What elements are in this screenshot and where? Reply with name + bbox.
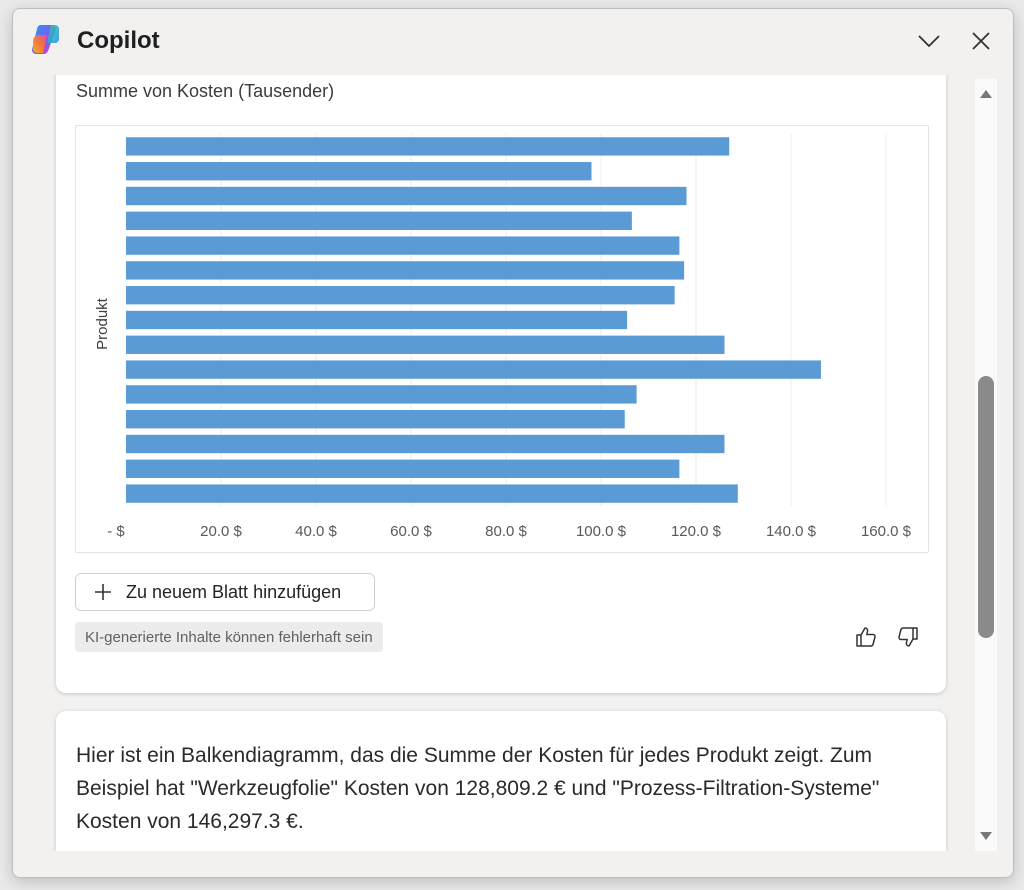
bar xyxy=(126,484,738,503)
bar xyxy=(126,286,675,305)
add-to-new-sheet-label: Zu neuem Blatt hinzufügen xyxy=(126,581,342,602)
x-tick-label: 120.0 $ xyxy=(671,523,722,540)
x-tick-label: 160.0 $ xyxy=(861,523,912,540)
chevron-down-icon xyxy=(918,35,940,48)
chart-svg: - $ 20.0 $ 40.0 $ 60.0 $ 80.0 $ 100.0 $ 120.0 … xyxy=(94,134,912,540)
thumbs-up-icon xyxy=(856,627,876,647)
bar-chart: - $ 20.0 $ 40.0 $ 60.0 $ 80.0 $ 100.0 $ 120.0 … xyxy=(75,125,929,553)
vertical-scrollbar[interactable] xyxy=(975,79,997,851)
bar xyxy=(126,162,592,181)
x-tick-label: 100.0 $ xyxy=(576,523,627,540)
x-tick-label: 80.0 $ xyxy=(485,523,527,540)
x-tick-label: - $ xyxy=(107,523,125,540)
bar xyxy=(126,459,680,478)
collapse-button[interactable] xyxy=(913,25,945,57)
x-tick-label: 20.0 $ xyxy=(200,523,242,540)
message-card: Hier ist ein Balkendiagramm, das die Sum… xyxy=(56,711,946,851)
thumbs-down-icon xyxy=(898,627,918,647)
x-tick-label: 40.0 $ xyxy=(295,523,337,540)
copilot-logo-icon xyxy=(32,25,59,55)
bar xyxy=(126,434,725,454)
scrollbar-thumb[interactable] xyxy=(978,376,994,638)
close-button[interactable] xyxy=(965,25,997,57)
scroll-up-arrow-icon[interactable] xyxy=(979,87,993,101)
chart-title: Summe von Kosten (Tausender) xyxy=(76,81,335,101)
bar xyxy=(126,186,687,206)
copilot-window: Copilot Summe von Kosten (Tausender) - $… xyxy=(12,8,1014,878)
message-text: Hier ist ein Balkendiagramm, das die Sum… xyxy=(76,744,880,833)
bar xyxy=(126,385,637,404)
title-bar: Copilot xyxy=(13,9,1013,75)
close-icon xyxy=(972,32,990,50)
bar xyxy=(126,310,628,330)
bar xyxy=(126,360,821,379)
scroll-down-arrow-icon[interactable] xyxy=(979,829,993,843)
chart-response-card: Summe von Kosten (Tausender) - $ 20.0 $ 40… xyxy=(56,75,946,693)
bar xyxy=(126,261,685,280)
y-axis-label: Produkt xyxy=(94,297,111,350)
plus-icon xyxy=(94,583,112,601)
add-to-new-sheet-button[interactable]: Zu neuem Blatt hinzufügen xyxy=(75,573,375,611)
app-title: Copilot xyxy=(77,27,160,54)
thumbs-down-button[interactable] xyxy=(894,623,922,651)
bar xyxy=(126,335,725,354)
chat-content: Summe von Kosten (Tausender) - $ 20.0 $ 40… xyxy=(13,75,971,851)
bar xyxy=(126,137,730,156)
bar xyxy=(126,211,632,230)
thumbs-up-button[interactable] xyxy=(852,623,880,651)
x-tick-label: 140.0 $ xyxy=(766,523,817,540)
bar xyxy=(126,410,625,429)
ai-disclaimer-badge: KI-generierte Inhalte können fehlerhaft … xyxy=(75,622,383,652)
bar xyxy=(126,236,680,255)
x-tick-label: 60.0 $ xyxy=(390,523,432,540)
